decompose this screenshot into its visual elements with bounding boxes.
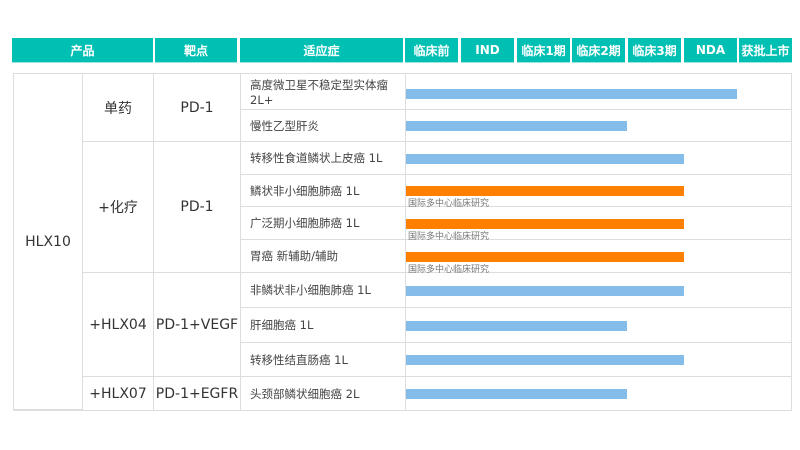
target-cell: PD-1+VEGF	[154, 273, 241, 377]
header-target: 靶点	[155, 38, 237, 62]
progress-bar	[406, 251, 684, 262]
row-divider	[406, 206, 792, 207]
indication-cell: 转移性食道鳞状上皮癌 1L	[241, 142, 406, 175]
header-stage: NDA	[684, 38, 737, 62]
target-cell: PD-1+EGFR	[154, 377, 241, 411]
target-cell: PD-1	[154, 74, 241, 142]
row-divider	[406, 376, 792, 377]
row-divider	[406, 342, 792, 343]
progress-bar	[406, 285, 684, 296]
indication-cell: 鳞状非小细胞肺癌 1L	[241, 175, 406, 207]
indication-cell: 非鳞状非小细胞肺癌 1L	[241, 273, 406, 308]
indication-cell: 广泛期小细胞肺癌 1L	[241, 207, 406, 240]
indication-cell: 肝细胞癌 1L	[241, 308, 406, 343]
indication-cell: 转移性结直肠癌 1L	[241, 343, 406, 377]
progress-bar	[406, 186, 684, 196]
header-indication: 适应症	[240, 38, 403, 62]
header-stage: 临床前	[405, 38, 458, 62]
row-divider	[406, 174, 792, 175]
row-divider	[406, 109, 792, 110]
progress-bar	[406, 320, 627, 331]
progress-bar	[406, 389, 627, 399]
progress-bar	[406, 121, 627, 131]
progress-bar	[406, 218, 684, 229]
row-divider	[406, 307, 792, 308]
target-cell: PD-1	[154, 142, 241, 273]
header-stage: 临床3期	[628, 38, 681, 62]
header-stage: 临床1期	[517, 38, 570, 62]
row-divider	[406, 272, 792, 273]
bar-note: 国际多中心临床研究	[408, 264, 490, 275]
product-cell: HLX10	[14, 74, 83, 410]
row-divider	[406, 239, 792, 240]
header-stage: IND	[461, 38, 514, 62]
header-product: 产品	[12, 38, 153, 62]
combo-cell: 单药	[83, 74, 154, 142]
progress-bar	[406, 88, 737, 99]
progress-bar	[406, 153, 684, 164]
row-divider	[406, 410, 792, 411]
indication-cell: 慢性乙型肝炎	[241, 110, 406, 142]
indication-cell: 头颈部鳞状细胞癌 2L	[241, 377, 406, 411]
indication-cell: 高度微卫星不稳定型实体瘤 2L+	[241, 74, 406, 110]
row-divider	[406, 141, 792, 142]
combo-cell: +化疗	[83, 142, 154, 273]
bar-note: 国际多中心临床研究	[408, 231, 490, 242]
header-stage: 临床2期	[572, 38, 625, 62]
progress-bar	[406, 355, 684, 365]
bar-note: 国际多中心临床研究	[408, 199, 490, 209]
indication-cell: 胃癌 新辅助/辅助	[241, 240, 406, 273]
combo-cell: +HLX07	[83, 377, 154, 411]
pipeline-table: HLX10 单药 PD-1 +化疗 PD-1 +HLX04 PD-1+VEGF +HLX07 P…	[13, 73, 792, 411]
header-stage: 获批上市	[739, 38, 792, 62]
combo-cell: +HLX04	[83, 273, 154, 377]
